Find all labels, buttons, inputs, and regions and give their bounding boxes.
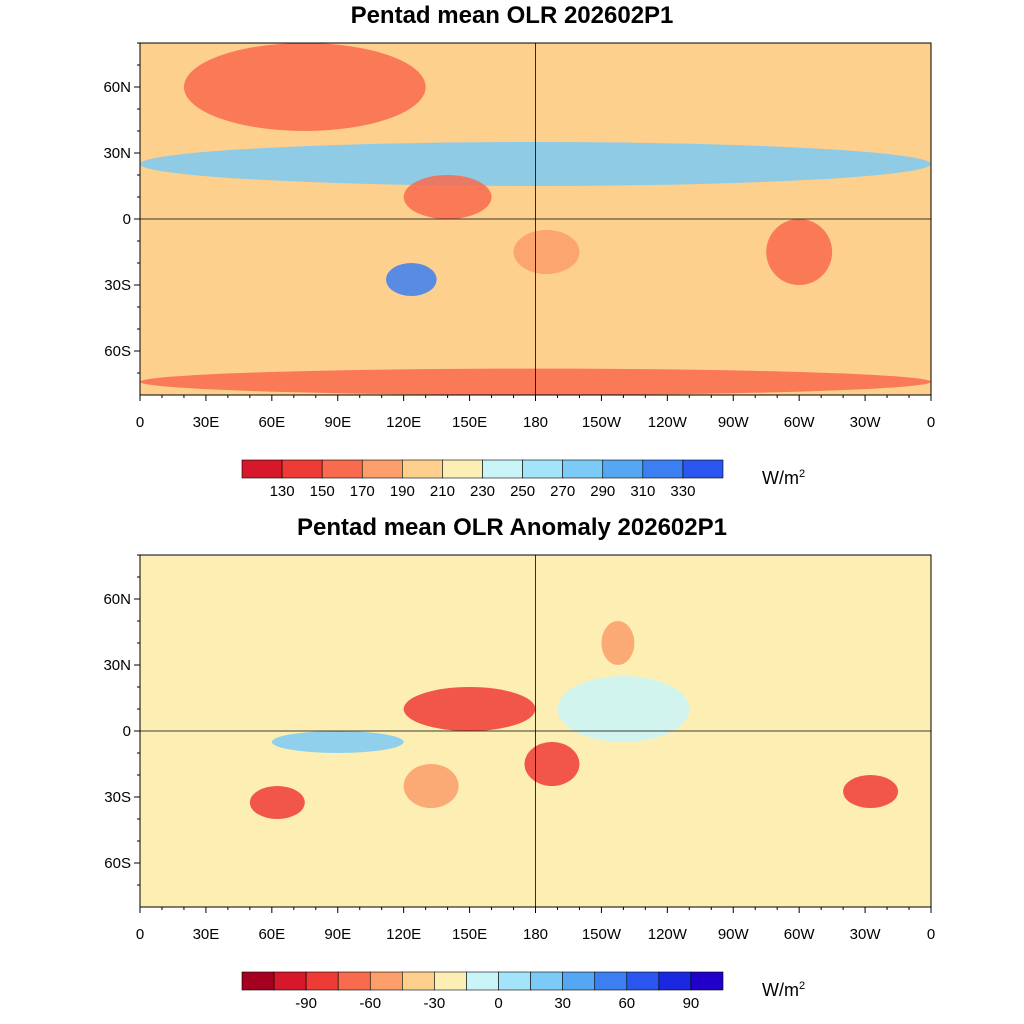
colorbar-label: 210 [430, 483, 455, 500]
colorbar-swatch [642, 459, 684, 479]
lon-label: 60W [784, 414, 816, 431]
colorbar-label: 150 [310, 483, 335, 500]
unit-base-anomaly: W/m [762, 980, 799, 1000]
colorbar-swatch [562, 459, 604, 479]
colorbar-swatch [321, 459, 363, 479]
lon-label: 30W [850, 414, 882, 431]
colorbar-unit-anomaly: W/m2 [762, 980, 805, 1001]
colorbar-swatch [281, 459, 323, 479]
lon-label: 150W [582, 414, 622, 431]
colorbar-label: 330 [670, 483, 695, 500]
map-title-anomaly: Pentad mean OLR Anomaly 202602P1 [297, 514, 727, 541]
lat-label: 60N [103, 79, 131, 96]
colorbar-swatch [241, 459, 283, 479]
field-region-south-america-convection [766, 219, 833, 285]
colorbar-label: 270 [550, 483, 575, 500]
colorbar-swatch [361, 459, 403, 479]
colorbar-label: 230 [470, 483, 495, 500]
colorbar-label: 170 [350, 483, 375, 500]
lat-label: 30S [104, 277, 131, 294]
lon-label: 150E [452, 414, 487, 431]
lon-label: 0 [927, 414, 935, 431]
map-title-mean: Pentad mean OLR 202602P1 [350, 2, 674, 29]
colorbar-label: 250 [510, 483, 535, 500]
lon-label: 120E [386, 414, 421, 431]
lat-label: 30N [103, 145, 131, 162]
colorbar-label: 290 [590, 483, 615, 500]
colorbar-swatch [602, 459, 644, 479]
lon-label: 60E [258, 414, 285, 431]
unit-exp-anomaly: 2 [798, 980, 806, 992]
colorbar-swatch [522, 459, 563, 479]
lon-label: 0 [136, 414, 144, 431]
colorbar-unit-mean: W/m2 [762, 468, 805, 489]
lat-label: 60S [104, 343, 131, 360]
colorbar-swatch [682, 459, 724, 479]
lon-label: 180 [523, 414, 548, 431]
unit-exp-mean: 2 [798, 468, 806, 480]
lat-label: 0 [123, 211, 131, 228]
colorbar-label: 130 [270, 483, 295, 500]
lon-label: 90W [718, 414, 750, 431]
field-region-north-pacific-warm [183, 43, 426, 131]
field-region-australia-clear [386, 263, 437, 296]
field-region-spcz [513, 230, 580, 274]
colorbar-label: 310 [630, 483, 655, 500]
colorbar-label: 190 [390, 483, 415, 500]
lon-label: 30E [193, 414, 220, 431]
lon-label: 120W [648, 414, 688, 431]
field-region-west-pacific-convection [403, 175, 492, 219]
lon-label: 90E [324, 414, 351, 431]
colorbar-swatch [482, 459, 523, 479]
colorbar-swatch [442, 459, 483, 479]
unit-base-mean: W/m [762, 468, 799, 488]
colorbar-swatch [402, 459, 443, 479]
